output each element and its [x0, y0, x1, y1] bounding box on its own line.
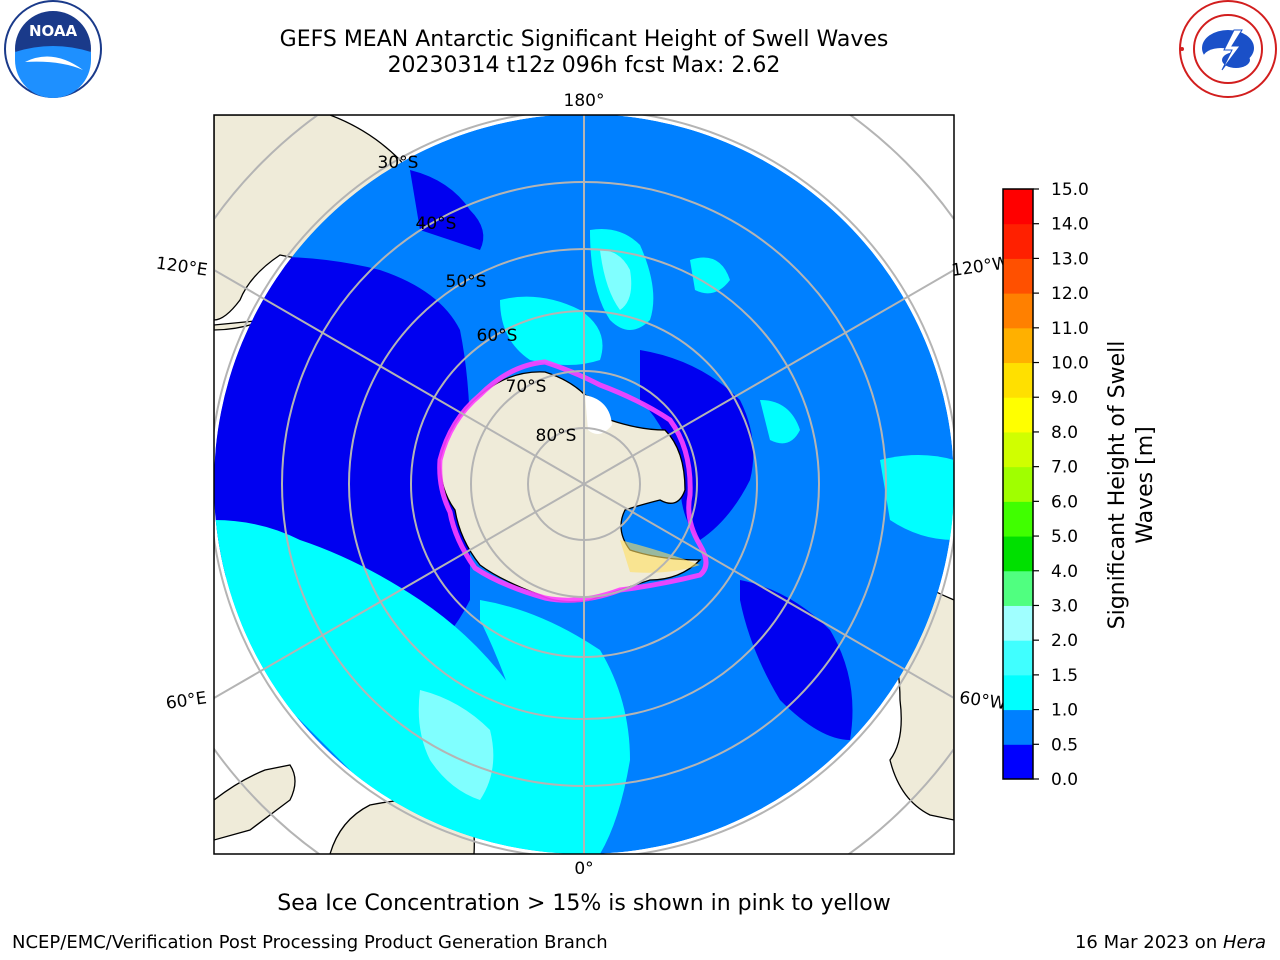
- lat-label-80s: 80°S: [536, 426, 577, 446]
- colorbar-swatch: [1003, 674, 1033, 711]
- map-plot-area: [214, 115, 954, 854]
- colorbar-swatch: [1003, 466, 1033, 502]
- colorbar-swatch: [1003, 223, 1033, 259]
- colorbar-tick-label: 15.0: [1051, 180, 1089, 200]
- colorbar-tick-label: 0.5: [1051, 735, 1078, 755]
- colorbar-tick-label: 1.0: [1051, 701, 1078, 721]
- lon-label-120w: 120°W: [950, 253, 1010, 281]
- lon-label-60w: 60°W: [958, 688, 1007, 714]
- lat-label-40s: 40°S: [416, 214, 457, 234]
- colorbar-tick-label: 7.0: [1051, 458, 1078, 478]
- colorbar-swatch: [1003, 536, 1033, 572]
- chart-subtitle: 20230314 t12z 096h fcst Max: 2.62: [387, 53, 781, 78]
- colorbar-swatch: [1003, 293, 1033, 329]
- footer-date: 16 Mar 2023 on Hera: [1075, 932, 1266, 953]
- sea-ice-rim: [437, 359, 709, 603]
- colorbar-tick-label: 14.0: [1051, 215, 1089, 235]
- colorbar-tick-label: 9.0: [1051, 388, 1078, 408]
- chart-title: GEFS MEAN Antarctic Significant Height o…: [279, 27, 889, 52]
- colorbar-tick-label: 4.0: [1051, 562, 1078, 582]
- lon-label-120e: 120°E: [155, 254, 209, 281]
- colorbar-label-line1: Significant Height of Swell: [1105, 341, 1130, 630]
- colorbar-swatch: [1003, 605, 1033, 641]
- colorbar-swatch: [1003, 431, 1033, 468]
- colorbar-tick-label: 11.0: [1051, 319, 1089, 339]
- colorbar-swatch: [1003, 640, 1033, 676]
- footer-machine: Hera: [1222, 932, 1266, 953]
- colorbar-tick-label: 2.0: [1051, 631, 1078, 651]
- colorbar-swatch: [1003, 744, 1033, 780]
- colorbar-tick-label: 6.0: [1051, 492, 1078, 512]
- colorbar-tick-label: 13.0: [1051, 249, 1089, 269]
- lon-label-60e: 60°E: [165, 688, 208, 713]
- lon-label-180: 180°: [564, 91, 605, 111]
- sea-ice-weddell: [620, 540, 700, 573]
- lat-label-30s: 30°S: [378, 153, 419, 173]
- colorbar-frame: [1002, 188, 1034, 780]
- colorbar: 0.0 0.5 1.0 1.5 2.0 3.0 4.0 5.0 6.0 7.0 8.0 9.0 10.0…: [1002, 180, 1089, 790]
- colorbar-swatch: [1003, 501, 1033, 537]
- colorbar-swatch: [1003, 570, 1033, 606]
- noaa-logo-text: NOAA: [29, 22, 78, 40]
- lat-label-60s: 60°S: [477, 326, 518, 346]
- colorbar-swatch: [1003, 189, 1033, 225]
- ice-shelf-ross: [585, 395, 612, 434]
- colorbar-tick-label: 3.0: [1051, 596, 1078, 616]
- noaa-logo-icon: NOAA: [4, 0, 102, 98]
- lon-label-0: 0°: [574, 859, 593, 879]
- colorbar-swatch: [1003, 362, 1033, 398]
- colorbar-tick-label: 10.0: [1051, 354, 1089, 374]
- colorbar-swatch: [1003, 258, 1033, 294]
- lat-label-50s: 50°S: [446, 272, 487, 292]
- colorbar-tick-label: 5.0: [1051, 527, 1078, 547]
- colorbar-swatch: [1003, 327, 1033, 364]
- ocean-swell-field: [214, 115, 954, 854]
- sea-ice-note: Sea Ice Concentration > 15% is shown in …: [277, 891, 891, 916]
- colorbar-swatch: [1003, 709, 1033, 745]
- map-frame: [213, 114, 955, 855]
- lat-label-70s: 70°S: [506, 377, 547, 397]
- antarctica: [439, 371, 702, 603]
- footer-date-text: 16 Mar 2023 on: [1074, 932, 1223, 953]
- colorbar-swatch: [1003, 397, 1033, 433]
- colorbar-tick-label: 12.0: [1051, 284, 1089, 304]
- colorbar-tick-label: 8.0: [1051, 423, 1078, 443]
- graticule: [214, 115, 954, 854]
- nws-logo-icon: [1179, 0, 1277, 98]
- footer-credit: NCEP/EMC/Verification Post Processing Pr…: [12, 932, 608, 953]
- colorbar-tick-label: 1.5: [1051, 666, 1078, 686]
- colorbar-tick-label: 0.0: [1051, 770, 1078, 790]
- colorbar-label-line2: Waves [m]: [1133, 426, 1158, 543]
